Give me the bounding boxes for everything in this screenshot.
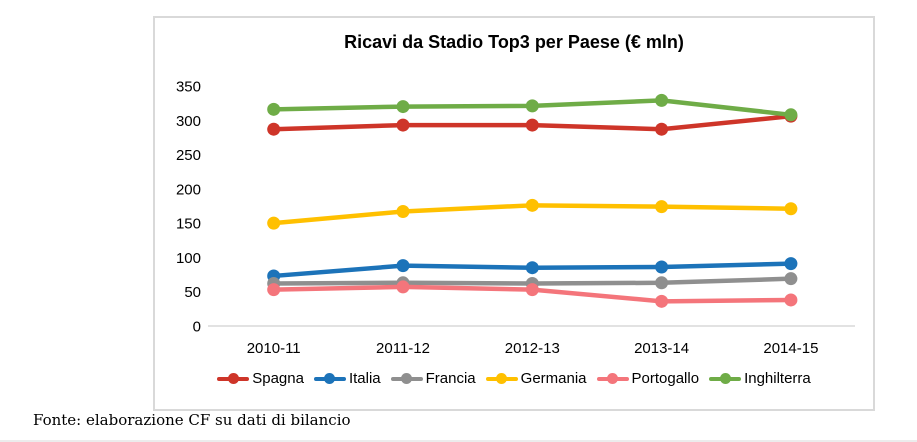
data-point-italia	[655, 260, 669, 274]
y-axis-tick-label: 100	[176, 250, 201, 267]
data-point-spagna	[396, 118, 410, 132]
legend-label: Inghilterra	[744, 370, 811, 387]
x-axis-tick-label: 2010-11	[247, 340, 301, 357]
legend-label: Italia	[348, 370, 381, 387]
legend-marker-icon	[709, 373, 742, 384]
data-point-germania	[267, 216, 281, 230]
data-point-portogallo	[525, 283, 539, 297]
x-axis-tick-label: 2014-15	[763, 340, 818, 357]
legend-label: Germania	[520, 370, 587, 387]
legend-label: Portogallo	[631, 370, 700, 387]
source-note: Fonte: elaborazione CF su dati di bilanc…	[33, 411, 351, 429]
y-axis-tick-label: 150	[176, 216, 201, 233]
data-point-germania	[525, 198, 539, 212]
y-axis-tick-label: 200	[176, 181, 201, 198]
data-point-italia	[396, 259, 410, 273]
data-point-portogallo	[396, 280, 410, 294]
x-axis-tick-label: 2013-14	[634, 340, 689, 357]
data-point-inghilterra	[655, 93, 669, 107]
data-point-portogallo	[655, 294, 669, 308]
data-point-spagna	[655, 122, 669, 136]
legend-item-francia: Francia	[390, 370, 476, 387]
data-point-italia	[784, 257, 798, 271]
chart-legend: Spagna Italia Francia Germania Portogallo Ing…	[155, 370, 873, 387]
data-point-portogallo	[784, 293, 798, 307]
chart-title: Ricavi da Stadio Top3 per Paese (€ mln)	[344, 32, 684, 52]
legend-item-germania: Germania	[485, 370, 587, 387]
data-point-spagna	[267, 122, 281, 136]
legend-item-portogallo: Portogallo	[596, 370, 700, 387]
data-point-germania	[784, 202, 798, 216]
legend-marker-icon	[217, 373, 250, 384]
data-point-spagna	[525, 118, 539, 132]
legend-label: Spagna	[252, 370, 304, 387]
legend-item-italia: Italia	[313, 370, 381, 387]
line-chart-plot-area: 0 50 100 150 200 250 300 350 2010-11 2011-12 2012-…	[176, 79, 855, 357]
data-point-germania	[655, 200, 669, 214]
data-point-portogallo	[267, 283, 281, 297]
y-axis-tick-label: 0	[193, 319, 201, 336]
x-axis-tick-label: 2012-13	[505, 340, 560, 357]
x-axis-tick-label: 2011-12	[376, 340, 430, 357]
data-point-italia	[525, 261, 539, 275]
data-point-inghilterra	[267, 102, 281, 116]
legend-marker-icon	[390, 373, 423, 384]
legend-marker-icon	[485, 373, 518, 384]
legend-item-spagna: Spagna	[217, 370, 304, 387]
legend-label: Francia	[425, 370, 476, 387]
data-point-germania	[396, 204, 410, 218]
chart-container: Ricavi da Stadio Top3 per Paese (€ mln) …	[153, 16, 875, 411]
data-point-inghilterra	[784, 108, 798, 122]
y-axis-tick-label: 250	[176, 147, 201, 164]
data-point-francia	[784, 272, 798, 286]
y-axis-tick-label: 300	[176, 113, 201, 130]
y-axis-tick-label: 50	[184, 284, 201, 301]
page-bottom-edge	[0, 440, 917, 442]
data-point-inghilterra	[396, 100, 410, 114]
data-point-inghilterra	[525, 99, 539, 113]
legend-marker-icon	[596, 373, 629, 384]
legend-item-inghilterra: Inghilterra	[709, 370, 811, 387]
y-axis-tick-label: 350	[176, 79, 201, 96]
legend-marker-icon	[313, 373, 346, 384]
data-point-francia	[655, 276, 669, 290]
